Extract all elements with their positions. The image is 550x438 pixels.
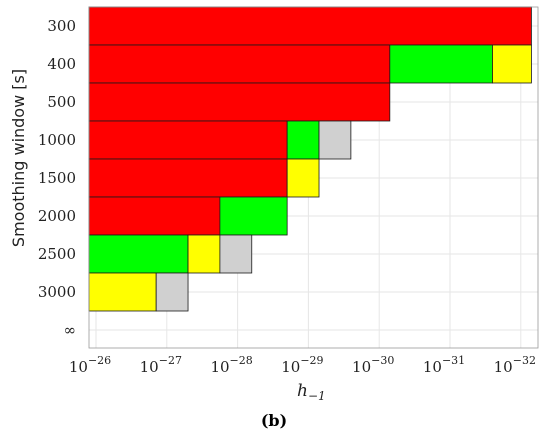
y-tick-label: 3000 <box>38 283 76 301</box>
y-axis-label: Smoothing window [s] <box>9 69 28 247</box>
x-tick-base: 10 <box>423 358 442 376</box>
cells <box>88 6 532 312</box>
y-tick-labels: 300 400 500 1000 1500 2000 2500 3000 ∞ <box>38 17 76 339</box>
x-tick-label: 10−30 <box>352 354 394 376</box>
heatmap-cell-yellow <box>286 158 320 198</box>
plot-frame <box>88 6 539 349</box>
x-tick-exponent: −32 <box>513 354 536 367</box>
heatmap-cell-green <box>219 196 288 236</box>
y-tick-label: 2500 <box>38 245 76 263</box>
x-tick-exponent: −27 <box>159 354 182 367</box>
heatmap-cell-red <box>88 120 288 160</box>
x-tick-base: 10 <box>281 358 300 376</box>
y-tick-label: 2000 <box>38 207 76 225</box>
y-tick-label: 1500 <box>38 169 76 187</box>
y-tick-label: 1000 <box>38 131 76 149</box>
x-tick-base: 10 <box>494 358 513 376</box>
y-tick-label: 400 <box>47 55 76 73</box>
x-tick-exponent: −26 <box>88 354 111 367</box>
heatmap-cell-red <box>88 44 391 84</box>
x-tick-exponent: −28 <box>230 354 253 367</box>
x-tick-base: 10 <box>210 358 229 376</box>
heatmap-cell-gray <box>155 272 189 312</box>
x-tick-label: 10−28 <box>210 354 252 376</box>
x-tick-base: 10 <box>69 358 88 376</box>
heatmap-cell-red <box>88 158 288 198</box>
figure-caption: (b) <box>261 411 287 430</box>
heatmap-cell-gray <box>318 120 352 160</box>
x-tick-exponent: −29 <box>300 354 323 367</box>
x-tick-exponent: −30 <box>371 354 394 367</box>
heatmap-cell-green <box>389 44 493 84</box>
x-axis-label-main: h <box>297 381 308 401</box>
x-tick-label: 10−31 <box>423 354 465 376</box>
y-tick-label: 500 <box>47 93 76 111</box>
heatmap-cell-red <box>88 82 391 122</box>
x-tick-label: 10−29 <box>281 354 323 376</box>
y-tick-label: ∞ <box>64 321 77 339</box>
heatmap-cell-yellow <box>492 44 532 84</box>
x-axis-label: h−1 <box>297 381 326 403</box>
x-tick-base: 10 <box>140 358 159 376</box>
x-tick-labels: 10−26 10−27 10−28 10−29 10−30 10−31 10−32 <box>69 354 536 376</box>
x-axis-label-sub: −1 <box>308 389 326 403</box>
x-tick-label: 10−26 <box>69 354 111 376</box>
x-tick-exponent: −31 <box>442 354 465 367</box>
heatmap-cell-red <box>88 6 532 46</box>
heatmap-cell-yellow <box>88 272 157 312</box>
heatmap-cell-red <box>88 196 221 236</box>
heatmap-cell-yellow <box>187 234 221 274</box>
y-tick-label: 300 <box>47 17 76 35</box>
x-tick-label: 10−27 <box>140 354 182 376</box>
heatmap-cell-gray <box>219 234 253 274</box>
heatmap-cell-green <box>286 120 320 160</box>
heatmap-cell-green <box>88 234 189 274</box>
x-tick-base: 10 <box>352 358 371 376</box>
x-tick-label: 10−32 <box>494 354 536 376</box>
